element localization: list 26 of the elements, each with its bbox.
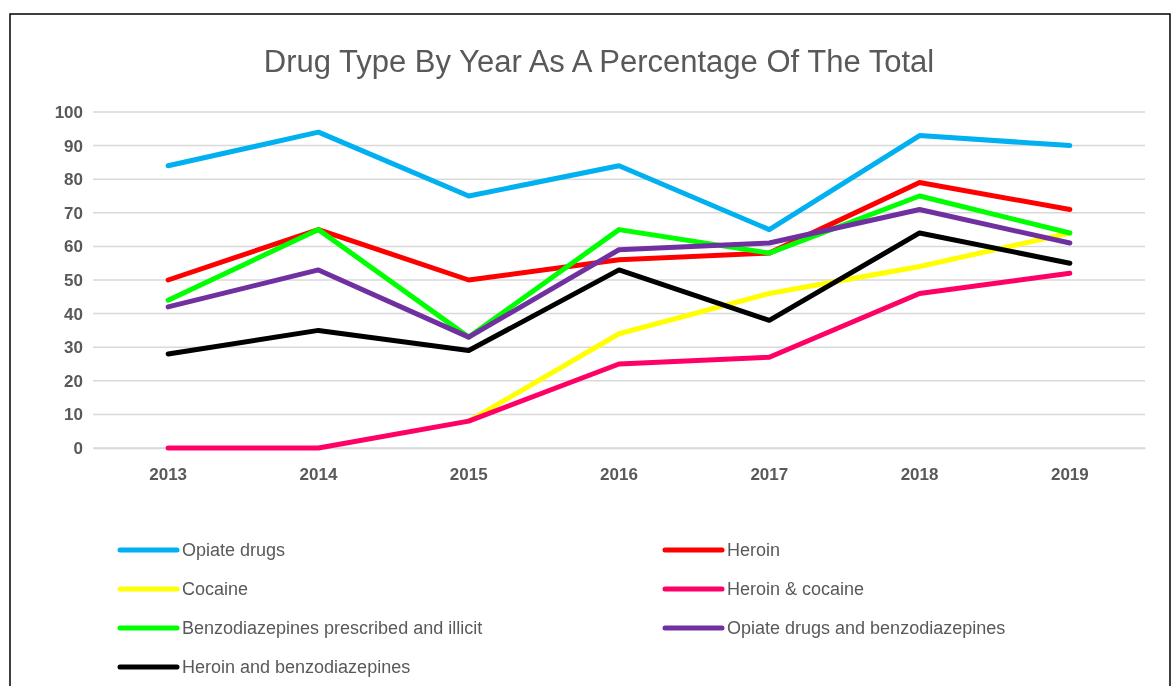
legend-label: Cocaine <box>182 579 249 599</box>
y-tick-label: 80 <box>64 170 83 190</box>
y-tick-label: 100 <box>54 102 83 122</box>
legend-label: Heroin and benzodiazepines <box>182 657 411 677</box>
y-tick-label: 30 <box>64 338 83 358</box>
y-tick-label: 50 <box>64 270 83 290</box>
y-tick-label: 90 <box>64 136 83 156</box>
legend-label: Opiate drugs and benzodiazepines <box>727 618 1006 638</box>
y-tick-label: 70 <box>64 203 83 223</box>
x-tick-label: 2017 <box>750 465 789 485</box>
legend-label: Opiate drugs <box>182 540 286 560</box>
y-tick-label: 60 <box>64 237 83 257</box>
x-tick-label: 2013 <box>149 465 188 485</box>
x-tick-label: 2019 <box>1050 465 1089 485</box>
y-tick-label: 10 <box>64 405 83 425</box>
y-tick-label: 40 <box>64 304 83 324</box>
chart-title: Drug Type By Year As A Percentage Of The Total <box>263 44 935 79</box>
x-tick-label: 2014 <box>299 465 338 485</box>
y-tick-label: 0 <box>73 438 83 458</box>
legend-label: Heroin & cocaine <box>727 579 865 599</box>
y-tick-label: 20 <box>64 371 83 391</box>
x-tick-label: 2015 <box>449 465 488 485</box>
legend-label: Heroin <box>727 540 781 560</box>
x-tick-label: 2016 <box>600 465 638 485</box>
x-tick-label: 2018 <box>900 465 939 485</box>
legend-label: Benzodiazepines prescribed and illicit <box>182 618 483 638</box>
